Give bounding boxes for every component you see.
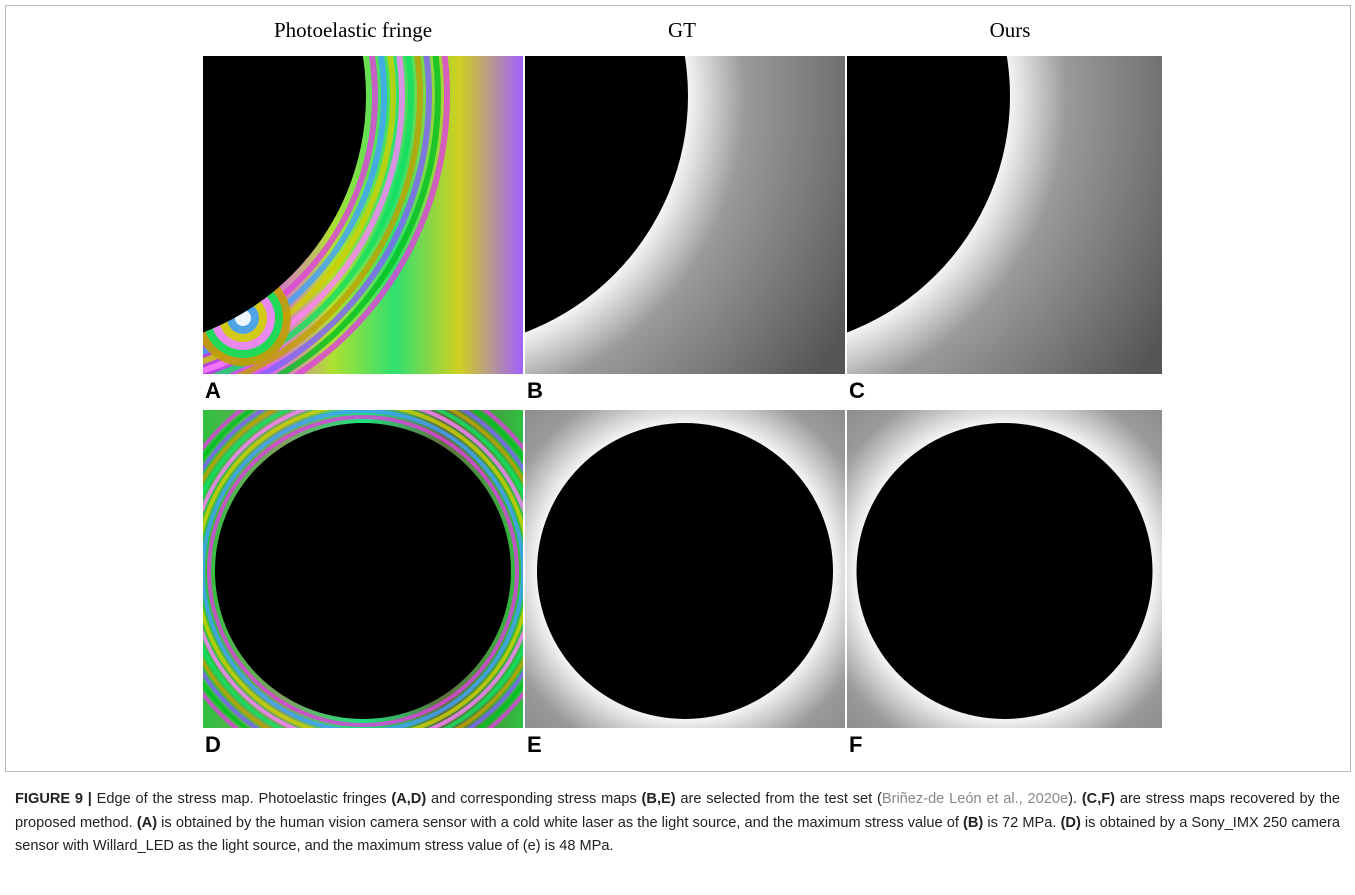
- caption-text: (C,F): [1082, 791, 1115, 807]
- caption-text: (B): [963, 815, 983, 831]
- caption-text: Edge of the stress map. Photoelastic fri…: [97, 791, 392, 807]
- caption-text: (A,D): [391, 791, 426, 807]
- hole: [215, 423, 511, 719]
- panel-letter: F: [849, 732, 862, 758]
- hole: [857, 423, 1153, 719]
- caption-text: (B,E): [642, 791, 676, 807]
- caption-text: is obtained by the human vision camera s…: [157, 815, 963, 831]
- caption-text: are selected from the test set (: [676, 791, 882, 807]
- panel-letter: B: [527, 378, 543, 404]
- caption-text: is 72 MPa.: [983, 815, 1060, 831]
- image-panel: [847, 56, 1162, 374]
- image-panel: [525, 56, 845, 374]
- hole: [537, 423, 833, 719]
- image-panel: [203, 56, 523, 374]
- panel-letter: A: [205, 378, 221, 404]
- caption-text: and corresponding stress maps: [426, 791, 641, 807]
- panel-letter: E: [527, 732, 542, 758]
- citation-link: Briñez-de León et al., 2020e: [882, 791, 1068, 807]
- caption-text: ).: [1068, 791, 1082, 807]
- caption-text: (A): [137, 815, 157, 831]
- column-title: Photoelastic fringe: [274, 18, 432, 43]
- caption-text: (D): [1061, 815, 1081, 831]
- image-panel: [847, 410, 1162, 728]
- image-panel: [203, 410, 523, 728]
- column-title: Ours: [990, 18, 1031, 43]
- caption-text: FIGURE 9 |: [15, 791, 97, 807]
- page: Photoelastic fringe GT Ours A B C D E F FIGURE …: [0, 0, 1355, 895]
- panel-letter: D: [205, 732, 221, 758]
- caption: FIGURE 9 | Edge of the stress map. Photo…: [15, 788, 1340, 859]
- panel-letter: C: [849, 378, 865, 404]
- column-title: GT: [668, 18, 696, 43]
- image-panel: [525, 410, 845, 728]
